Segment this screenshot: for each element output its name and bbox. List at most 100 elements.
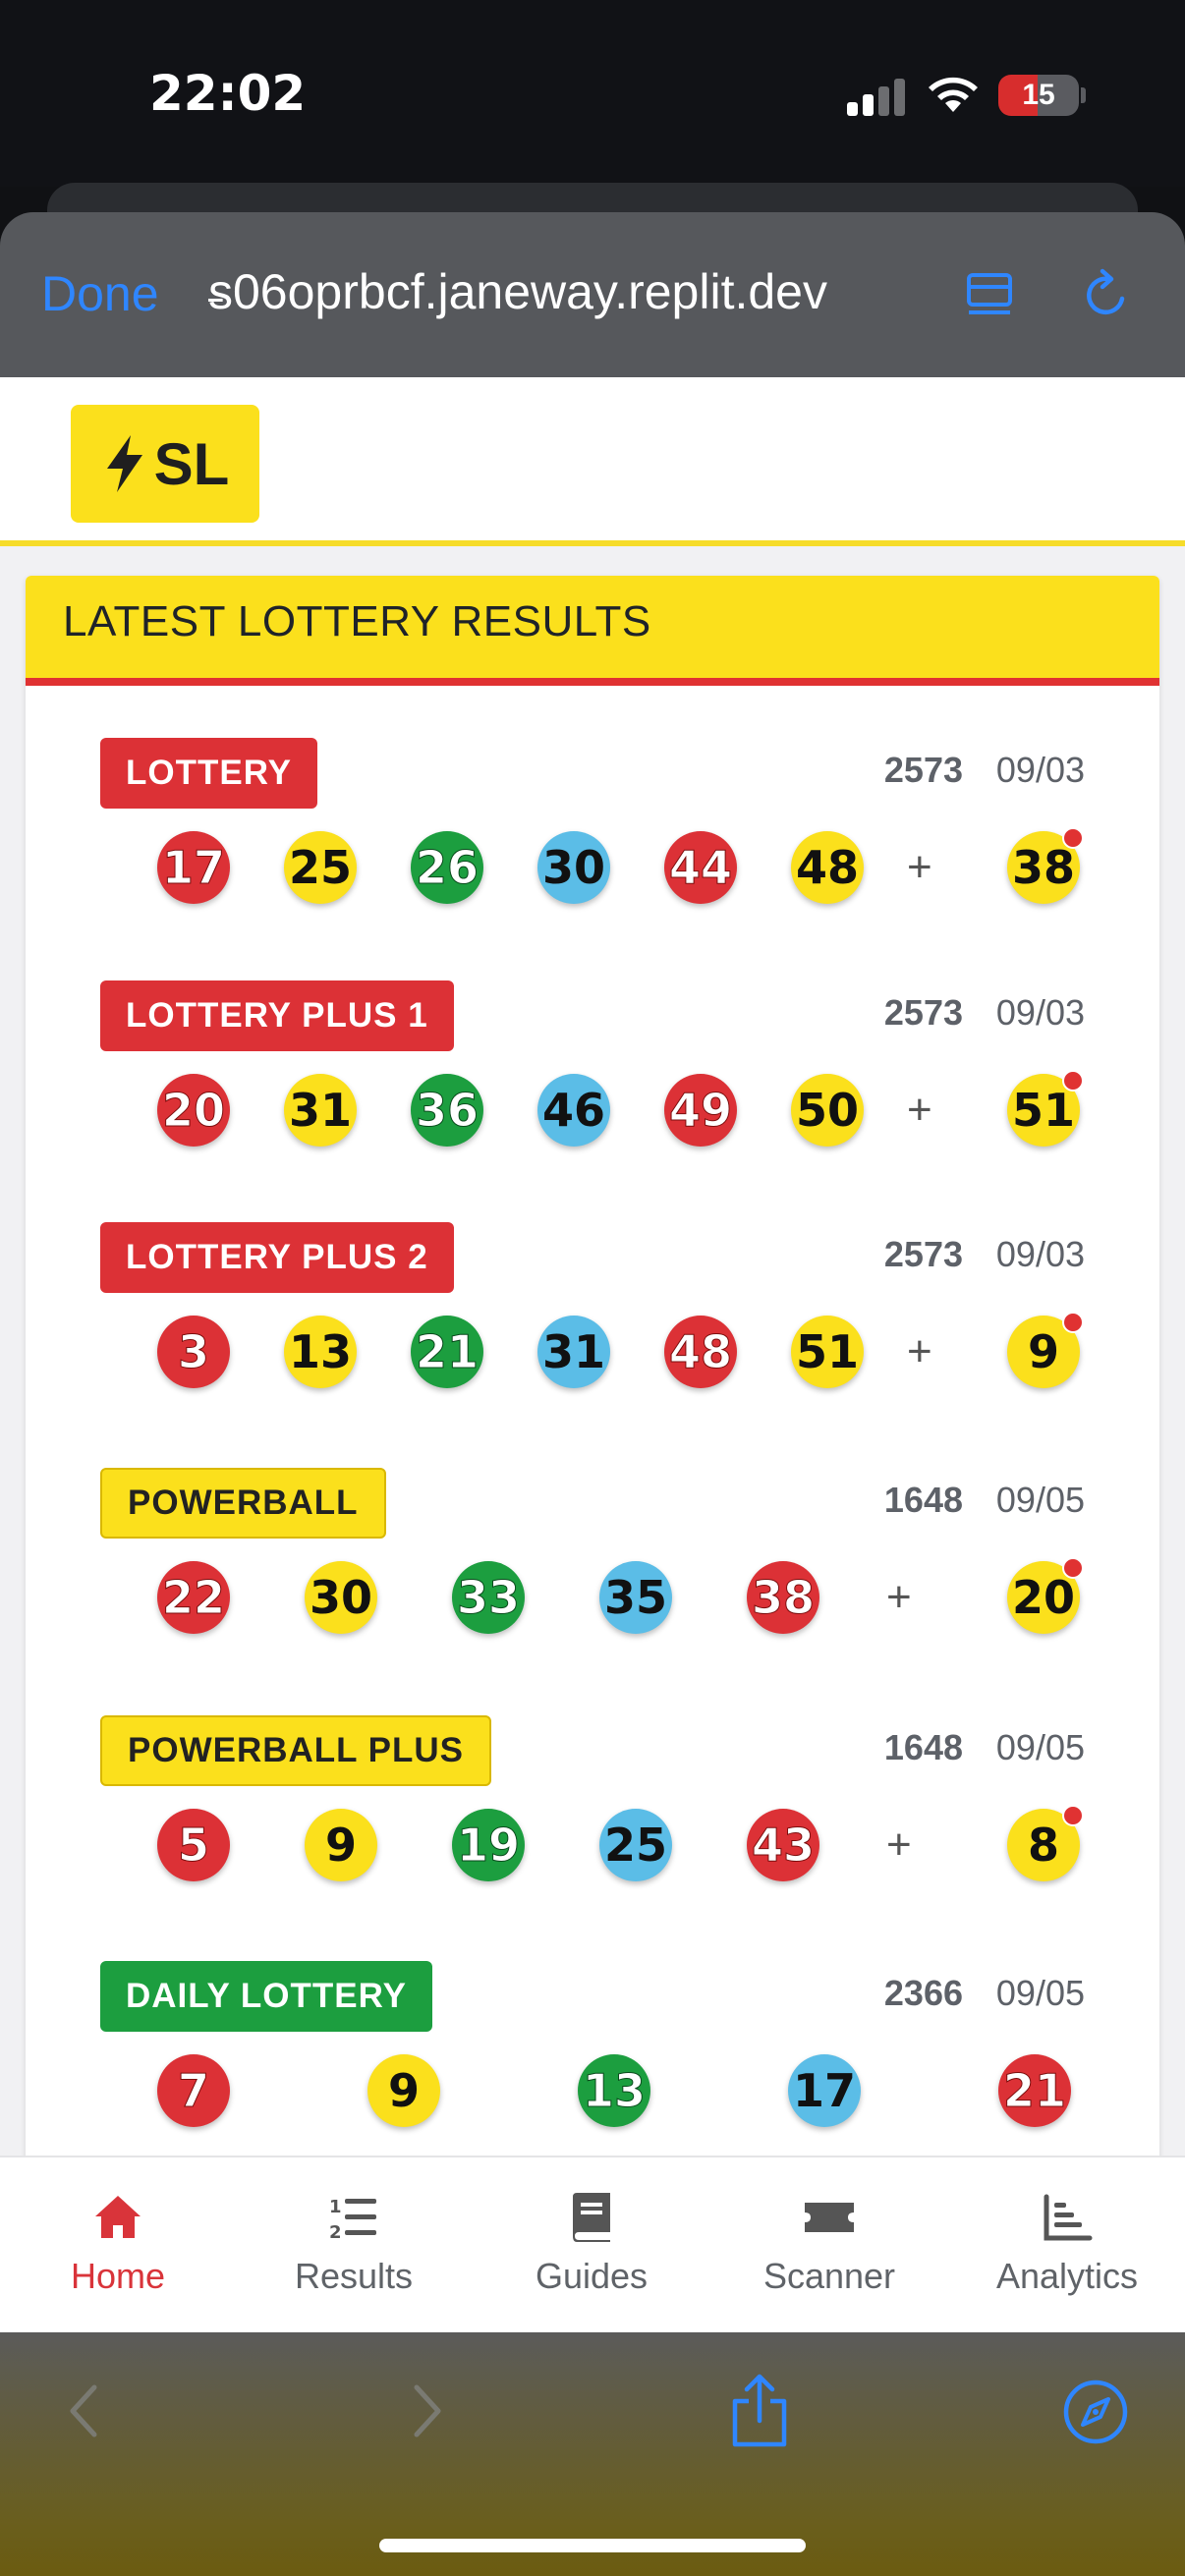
plus-sign: + (886, 1820, 912, 1869)
app-logo[interactable]: SL (71, 405, 259, 523)
browser-toolbar (0, 2332, 1185, 2576)
game-result-row[interactable]: POWERBALL PLUS 1648 09/05 5 9 19 25 43 +8 (26, 1715, 1159, 1951)
list-icon: 1 2 (329, 2197, 376, 2243)
draw-date: 09/03 (995, 992, 1085, 1033)
cellular-signal-icon (847, 77, 906, 116)
lightning-icon (106, 435, 142, 492)
nav-results[interactable]: 1 2 Results (236, 2157, 472, 2334)
nav-guides[interactable]: Guides (474, 2157, 709, 2334)
lottery-ball: 49 (664, 1074, 737, 1147)
lottery-ball: 17 (788, 2054, 861, 2127)
lottery-ball: 9 (367, 2054, 440, 2127)
lottery-ball: 7 (157, 2054, 230, 2127)
game-result-row[interactable]: LOTTERY PLUS 2 2573 09/03 3 13 21 31 48 51 +9 (26, 1222, 1159, 1458)
bottom-nav: Home 1 2 Results Guides Scanner (0, 2156, 1185, 2332)
nav-analytics[interactable]: Analytics (949, 2157, 1185, 2334)
lottery-ball: 17 (157, 831, 230, 904)
nav-home[interactable]: Home (0, 2157, 236, 2334)
lottery-ball: 48 (664, 1316, 737, 1388)
lottery-ball: 25 (599, 1809, 672, 1881)
nav-scanner[interactable]: Scanner (711, 2157, 947, 2334)
status-bar: 22:02 15 (0, 0, 1185, 187)
done-button[interactable]: Done (41, 266, 159, 321)
svg-text:2: 2 (329, 2222, 342, 2243)
game-name-badge: POWERBALL (100, 1468, 386, 1539)
lottery-ball: 36 (411, 1074, 483, 1147)
lottery-ball: 46 (537, 1074, 610, 1147)
lottery-ball: 13 (284, 1316, 357, 1388)
draw-date: 09/03 (995, 1234, 1085, 1274)
chart-icon (1044, 2194, 1093, 2241)
app-header: SL (0, 377, 1185, 546)
share-icon[interactable] (727, 2372, 792, 2450)
draw-date: 09/05 (995, 1727, 1085, 1767)
browser-top-bar (0, 212, 1185, 377)
game-result-row[interactable]: POWERBALL 1648 09/05 22 30 33 35 38 +20 (26, 1468, 1159, 1704)
battery-level: 15 (1022, 79, 1055, 111)
balls-row: 7 9 13 17 21 (26, 2054, 1159, 2143)
status-time: 22:02 (149, 65, 307, 122)
reader-mode-icon[interactable] (965, 263, 1014, 322)
lottery-ball: 33 (452, 1561, 525, 1634)
back-icon[interactable] (65, 2381, 104, 2440)
draw-date: 09/05 (995, 1480, 1085, 1520)
latest-results-card: LATEST LOTTERY RESULTS LOTTERY 2573 09/03 1… (26, 576, 1159, 2156)
lottery-ball: 3 (157, 1316, 230, 1388)
bonus-ball: 9 (1007, 1312, 1084, 1388)
bonus-ball: 20 (1007, 1557, 1084, 1634)
draw-number: 1648 (883, 1727, 963, 1767)
lottery-ball: 30 (305, 1561, 377, 1634)
lottery-ball: 19 (452, 1809, 525, 1881)
bonus-ball: 8 (1007, 1805, 1084, 1881)
plus-sign: + (907, 843, 932, 891)
nav-label: Home (70, 2256, 166, 2296)
lottery-ball: 20 (157, 1074, 230, 1147)
game-result-row[interactable]: LOTTERY 2573 09/03 17 25 26 30 44 48 +38 (26, 738, 1159, 974)
lottery-ball: 21 (411, 1316, 483, 1388)
reload-icon[interactable] (1079, 265, 1134, 324)
web-page: SL LATEST LOTTERY RESULTS LOTTERY 2573 09/… (0, 377, 1185, 2156)
game-name-badge: LOTTERY (100, 738, 318, 809)
lottery-ball: 9 (305, 1809, 377, 1881)
compass-icon[interactable] (1061, 2378, 1130, 2446)
home-indicator[interactable] (379, 2539, 806, 2552)
lottery-ball: 5 (157, 1809, 230, 1881)
lottery-ball: 44 (664, 831, 737, 904)
lottery-ball: 25 (284, 831, 357, 904)
draw-date: 09/05 (995, 1973, 1085, 2013)
nav-label: Guides (535, 2256, 649, 2296)
plus-sign: + (886, 1573, 912, 1621)
draw-number: 2573 (883, 1234, 963, 1274)
card-title: LATEST LOTTERY RESULTS (63, 597, 651, 645)
lottery-ball: 21 (998, 2054, 1071, 2127)
lottery-ball: 22 (157, 1561, 230, 1634)
game-name-badge: LOTTERY PLUS 1 (100, 980, 454, 1051)
book-icon (573, 2193, 610, 2242)
lottery-ball: 26 (411, 831, 483, 904)
game-name-badge: LOTTERY PLUS 2 (100, 1222, 454, 1293)
lottery-ball: 30 (537, 831, 610, 904)
bonus-ball: 38 (1007, 827, 1084, 904)
balls-row: 22 30 33 35 38 +20 (26, 1557, 1159, 1650)
battery-icon (998, 75, 1038, 116)
draw-number: 1648 (883, 1480, 963, 1520)
logo-text: SL (153, 430, 230, 497)
game-name-badge: DAILY LOTTERY (100, 1961, 432, 2032)
plus-sign: + (907, 1327, 932, 1375)
lottery-ball: 35 (599, 1561, 672, 1634)
wifi-icon (929, 77, 978, 112)
bonus-ball: 51 (1007, 1070, 1084, 1147)
game-result-row[interactable]: DAILY LOTTERY 2366 09/05 7 9 13 17 21 (26, 1961, 1159, 2156)
home-icon (95, 2196, 141, 2238)
lottery-ball: 31 (284, 1074, 357, 1147)
forward-icon[interactable] (407, 2381, 446, 2440)
url-field[interactable]: ̶s06oprbcf.janeway.replit.dev (208, 264, 827, 319)
game-result-row[interactable]: LOTTERY PLUS 1 2573 09/03 20 31 36 46 49 50 +51 (26, 980, 1159, 1216)
lottery-ball: 38 (747, 1561, 819, 1634)
game-name-badge: POWERBALL PLUS (100, 1715, 491, 1786)
draw-number: 2573 (883, 992, 963, 1033)
balls-row: 20 31 36 46 49 50 +51 (26, 1070, 1159, 1162)
balls-row: 3 13 21 31 48 51 +9 (26, 1312, 1159, 1404)
lottery-ball: 31 (537, 1316, 610, 1388)
balls-row: 17 25 26 30 44 48 +38 (26, 827, 1159, 920)
